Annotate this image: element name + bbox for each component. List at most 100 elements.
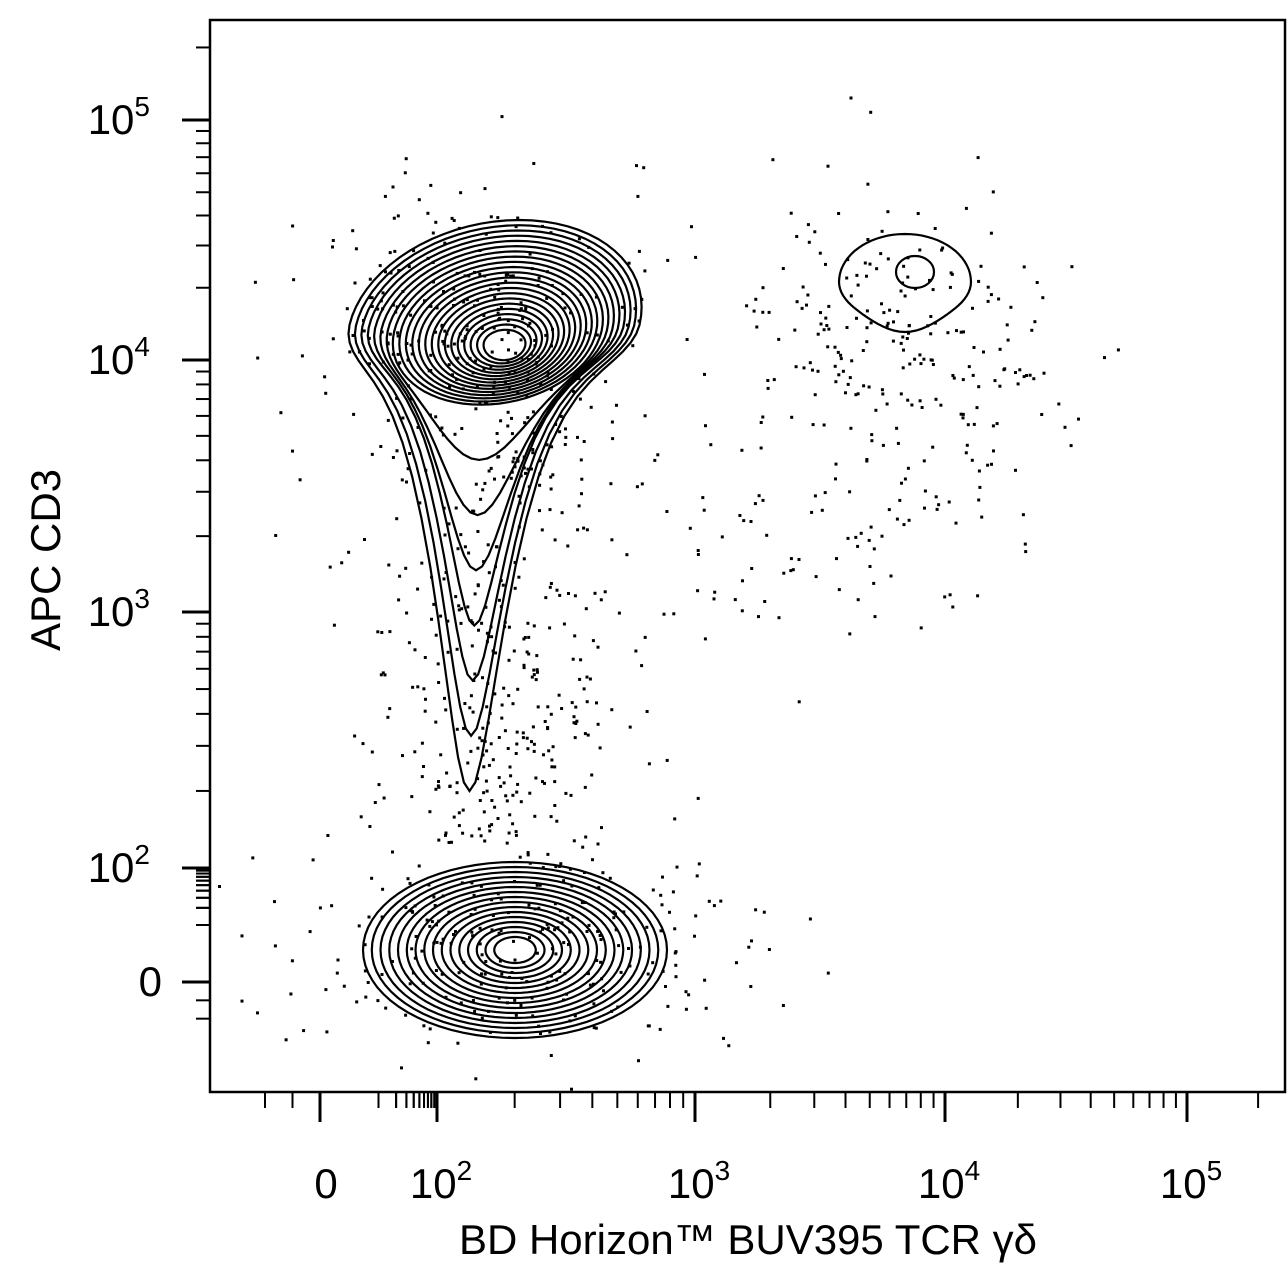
event-dot bbox=[603, 590, 607, 594]
event-dot bbox=[455, 727, 459, 731]
density-contours bbox=[347, 218, 973, 1040]
event-dot bbox=[596, 722, 600, 726]
event-dot bbox=[490, 928, 494, 932]
event-dot bbox=[490, 799, 494, 802]
contour-line bbox=[347, 218, 643, 793]
event-dot bbox=[584, 835, 588, 839]
event-dot bbox=[742, 519, 746, 523]
event-dot bbox=[566, 544, 570, 548]
event-dot bbox=[695, 874, 699, 878]
event-dot bbox=[413, 750, 417, 754]
event-dot bbox=[865, 458, 869, 461]
contour-line bbox=[414, 890, 616, 1010]
event-dot bbox=[1006, 338, 1010, 342]
x-tick-label-3: 104 bbox=[918, 1155, 980, 1207]
contour-line bbox=[360, 229, 632, 683]
event-dot bbox=[409, 313, 413, 317]
event-dot bbox=[546, 926, 550, 930]
event-dot bbox=[387, 563, 391, 567]
event-dot bbox=[827, 327, 831, 331]
event-dot bbox=[665, 758, 669, 762]
event-dot bbox=[481, 488, 485, 492]
event-dot bbox=[514, 752, 518, 755]
event-dot bbox=[604, 380, 608, 384]
event-dot bbox=[627, 261, 631, 265]
event-dot bbox=[596, 645, 600, 649]
event-dot bbox=[599, 598, 603, 602]
event-dot bbox=[934, 397, 938, 401]
event-dot bbox=[592, 1026, 596, 1030]
event-dot bbox=[538, 483, 542, 487]
event-dot bbox=[586, 972, 590, 976]
event-dot bbox=[1030, 328, 1034, 332]
event-dot bbox=[462, 300, 466, 304]
event-dot bbox=[887, 508, 891, 512]
event-dot bbox=[870, 439, 874, 443]
event-dot bbox=[526, 621, 530, 625]
event-dot bbox=[1016, 382, 1020, 386]
event-dot bbox=[522, 557, 526, 561]
event-dot bbox=[553, 538, 557, 542]
event-dot bbox=[440, 972, 444, 976]
event-dot bbox=[514, 833, 518, 837]
event-dot bbox=[597, 886, 601, 890]
event-dot bbox=[986, 299, 990, 303]
event-dot bbox=[906, 275, 910, 279]
event-dot bbox=[353, 281, 357, 285]
event-dot bbox=[452, 219, 456, 222]
event-dot bbox=[326, 834, 330, 837]
event-dot bbox=[527, 903, 531, 907]
event-dot bbox=[855, 273, 859, 277]
event-dot bbox=[720, 535, 724, 539]
contour-line bbox=[430, 286, 571, 387]
event-dot bbox=[442, 577, 446, 581]
event-dot bbox=[457, 824, 461, 828]
event-dot bbox=[937, 503, 941, 507]
event-dot bbox=[696, 796, 700, 800]
event-dot bbox=[761, 310, 765, 314]
event-dot bbox=[364, 995, 368, 999]
event-dot bbox=[750, 939, 753, 943]
event-dot bbox=[525, 650, 529, 654]
contour-line bbox=[493, 935, 537, 965]
event-dot bbox=[995, 422, 999, 426]
event-dot bbox=[971, 306, 974, 310]
event-dot bbox=[896, 441, 900, 445]
event-dot bbox=[536, 705, 540, 709]
event-dot bbox=[703, 372, 706, 376]
event-dot bbox=[373, 801, 377, 804]
event-dot bbox=[865, 340, 869, 344]
event-dot bbox=[450, 216, 454, 220]
event-dot bbox=[300, 354, 304, 358]
event-dot bbox=[797, 700, 801, 704]
event-dot bbox=[482, 765, 486, 769]
event-dot bbox=[400, 1066, 403, 1070]
event-dot bbox=[978, 485, 982, 489]
event-dot bbox=[448, 385, 452, 389]
event-dot bbox=[522, 666, 526, 670]
event-dot bbox=[573, 1014, 577, 1018]
event-dot bbox=[673, 817, 677, 821]
event-dot bbox=[435, 940, 439, 944]
event-dot bbox=[931, 363, 935, 366]
event-dot bbox=[492, 326, 496, 330]
event-dot bbox=[560, 707, 564, 710]
event-dot bbox=[393, 249, 397, 253]
event-dot bbox=[432, 895, 436, 899]
event-dot bbox=[511, 460, 515, 464]
event-dot bbox=[673, 927, 677, 931]
event-dot bbox=[568, 930, 572, 934]
event-dot bbox=[558, 969, 562, 973]
event-dot bbox=[567, 592, 570, 595]
event-dot bbox=[608, 876, 612, 880]
event-dot bbox=[509, 476, 513, 480]
event-dot bbox=[420, 949, 424, 953]
event-dot bbox=[476, 584, 480, 588]
event-dot bbox=[446, 619, 450, 623]
y-tick-label-0: 0 bbox=[139, 958, 162, 1005]
event-dot bbox=[687, 993, 691, 997]
event-dot bbox=[474, 359, 477, 363]
event-dot bbox=[922, 357, 926, 361]
event-dot bbox=[991, 424, 995, 428]
event-dot bbox=[761, 415, 765, 419]
